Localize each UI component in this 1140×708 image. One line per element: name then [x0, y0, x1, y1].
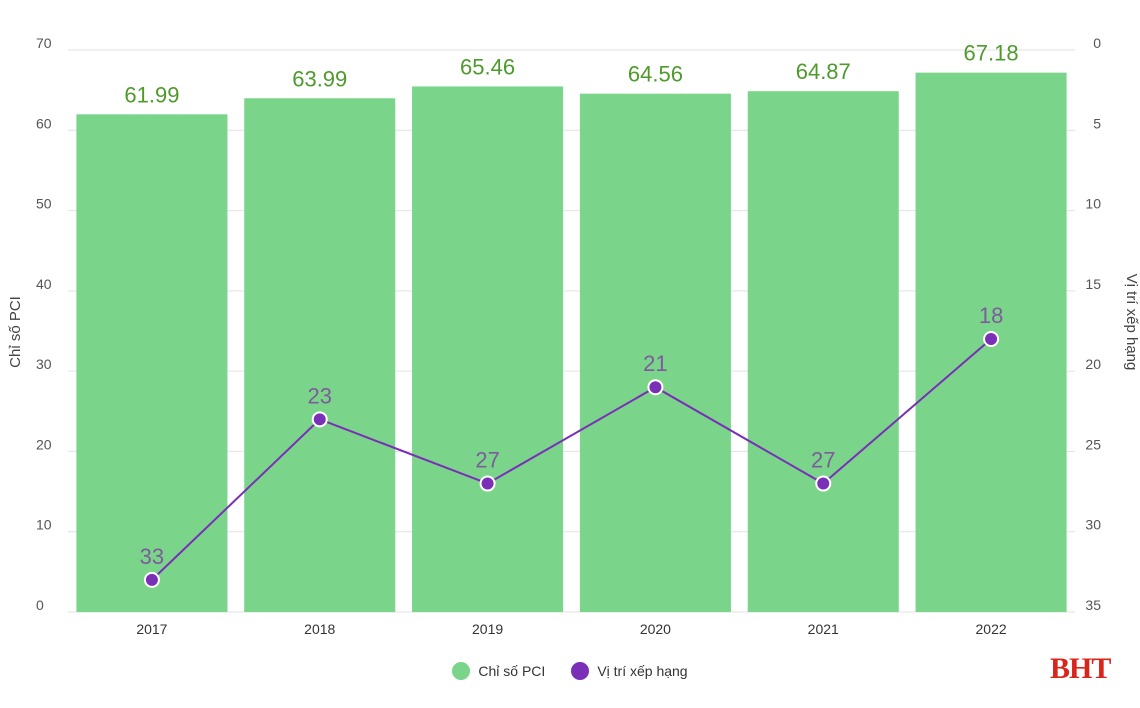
- rank-value-label: 27: [811, 448, 835, 473]
- legend-swatch-pci: [452, 662, 471, 680]
- y-tick-label: 0: [36, 597, 44, 613]
- legend-item-pci[interactable]: Chỉ số PCI: [452, 662, 545, 680]
- x-tick-label: 2017: [136, 621, 167, 637]
- bar: [747, 91, 899, 612]
- y2-tick-label: 10: [1085, 196, 1101, 212]
- y-tick-label: 70: [36, 35, 52, 51]
- data-labels: 61.99 63.99 65.46 64.56 64.87 67.18 33 23 27 21 27…: [124, 41, 1018, 569]
- bar: [579, 93, 731, 613]
- x-tick-label: 2019: [472, 621, 503, 637]
- bar: [76, 114, 228, 612]
- grid-lines: [68, 49, 1075, 613]
- legend-swatch-rank: [571, 662, 590, 680]
- y2-tick-label: 5: [1093, 115, 1101, 131]
- y2-tick-label: 15: [1085, 276, 1101, 292]
- rank-line: [143, 331, 1000, 588]
- x-tick-label: 2022: [976, 621, 1007, 637]
- bht-logo: BHT: [1050, 652, 1111, 685]
- y-tick-label: 30: [36, 356, 52, 372]
- rank-point: [647, 379, 664, 396]
- rank-point: [479, 475, 496, 492]
- y2-axis-title: Vị trí xếp hạng: [1123, 274, 1140, 371]
- y-tick-label: 40: [36, 276, 52, 292]
- rank-value-label: 27: [475, 448, 499, 473]
- y-tick-label: 20: [36, 436, 52, 452]
- rank-value-label: 18: [979, 303, 1003, 328]
- y-tick-label: 50: [36, 196, 52, 212]
- y-axis-title: Chỉ số PCI: [7, 296, 24, 368]
- rank-point: [311, 411, 328, 428]
- legend-label-pci: Chỉ số PCI: [478, 663, 546, 679]
- bar: [412, 86, 564, 613]
- y2-tick-label: 25: [1085, 436, 1101, 452]
- rank-value-label: 21: [643, 351, 667, 376]
- bar-value-label: 67.18: [964, 41, 1019, 66]
- bar: [244, 98, 396, 613]
- y-tick-label: 10: [36, 517, 52, 533]
- rank-point: [143, 571, 160, 588]
- bars: [76, 72, 1067, 613]
- legend-item-rank[interactable]: Vị trí xếp hạng: [571, 662, 688, 680]
- rank-value-label: 23: [308, 383, 332, 408]
- bar-value-label: 63.99: [292, 66, 347, 91]
- x-tick-label: 2021: [808, 621, 839, 637]
- rank-line-path: [151, 338, 992, 581]
- axes: 0 10 20 30 40 50 60 70 0 5 10 15 20 25 30 35 2017 2018 201…: [36, 35, 1101, 637]
- y2-tick-label: 20: [1085, 356, 1101, 372]
- x-tick-label: 2018: [304, 621, 335, 637]
- x-tick-label: 2020: [640, 621, 671, 637]
- legend: Chỉ số PCI Vị trí xếp hạng: [0, 662, 1140, 680]
- rank-point: [815, 475, 832, 492]
- y2-tick-label: 30: [1085, 517, 1101, 533]
- rank-value-label: 33: [140, 544, 164, 569]
- bar-value-label: 65.46: [460, 54, 515, 79]
- legend-label-rank: Vị trí xếp hạng: [597, 663, 688, 679]
- y-tick-label: 60: [36, 115, 52, 131]
- bar-value-label: 64.87: [796, 59, 851, 84]
- y2-tick-label: 0: [1093, 35, 1101, 51]
- rank-point: [983, 331, 1000, 348]
- y2-tick-label: 35: [1085, 597, 1101, 613]
- bar-value-label: 64.56: [628, 62, 683, 87]
- bar-value-label: 61.99: [124, 82, 179, 107]
